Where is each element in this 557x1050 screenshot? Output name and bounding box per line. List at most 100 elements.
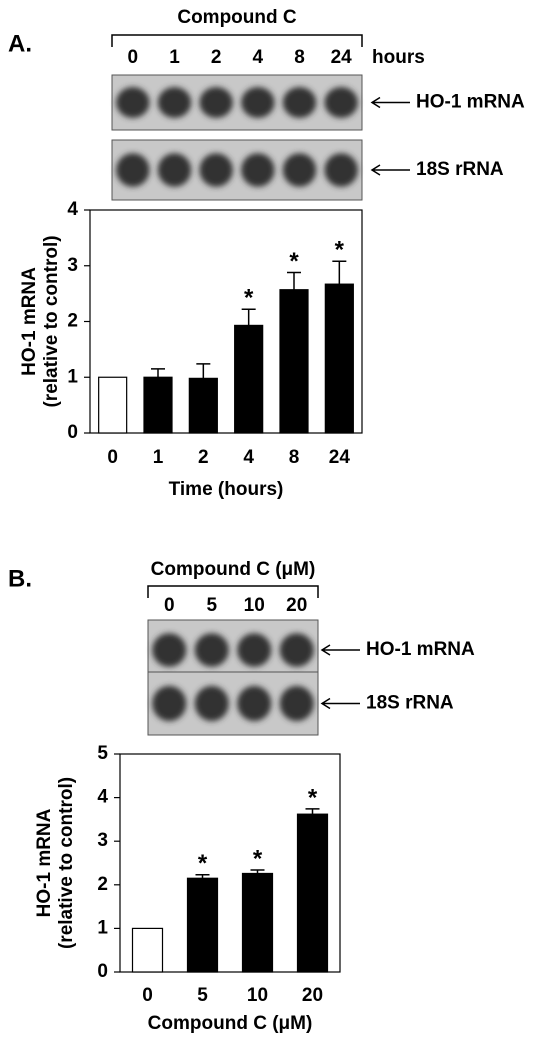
y-axis-label: (relative to control) (41, 235, 62, 407)
blot-band (199, 153, 233, 187)
blot-band (282, 153, 317, 187)
blot-band (237, 633, 272, 667)
x-tick-label: 1 (153, 447, 164, 468)
bracket (111, 34, 363, 47)
blot-band (199, 87, 233, 118)
error-bar (305, 808, 320, 815)
x-axis-label: Compound C (μM) (148, 1013, 313, 1034)
panel-label: B. (8, 565, 32, 592)
lane-label: 24 (331, 47, 353, 68)
y-tick-label: 3 (67, 255, 78, 276)
panel-label: A. (8, 30, 32, 57)
lane-label: 10 (244, 595, 265, 616)
blot-band (279, 633, 314, 667)
bracket (147, 585, 319, 598)
plot-frame (119, 753, 341, 973)
lane-label: 8 (294, 47, 305, 68)
band-label: HO-1 mRNA (416, 92, 525, 113)
arrow (320, 644, 360, 656)
blot-strip (111, 74, 363, 131)
y-tick-label: 0 (67, 422, 78, 443)
blot-band (324, 87, 358, 118)
significance-marker: * (289, 248, 299, 275)
x-tick-label: 2 (198, 447, 209, 468)
error-bar (332, 260, 347, 285)
y-tick-label: 5 (97, 743, 108, 764)
blot-band (152, 685, 187, 722)
y-tick-label: 1 (67, 366, 78, 387)
y-axis-label: (relative to control) (56, 777, 77, 949)
blot-band (241, 87, 275, 118)
blot-band (237, 685, 272, 722)
y-tick-label: 2 (97, 874, 108, 895)
y-tick-label: 0 (97, 961, 108, 982)
error-bar (195, 874, 210, 879)
blot-band (116, 87, 150, 118)
bar (98, 376, 128, 434)
bar (188, 377, 218, 434)
error-bar (241, 308, 256, 326)
blot-title: Compound C (177, 7, 297, 28)
blot-band (157, 153, 192, 187)
y-tick-label: 3 (97, 830, 108, 851)
blot-band (241, 153, 275, 187)
lane-label: 2 (211, 47, 222, 68)
blot-band (282, 87, 317, 118)
arrow (370, 164, 410, 176)
band-label: HO-1 mRNA (366, 639, 475, 660)
bar (279, 289, 309, 434)
y-tick-label: 4 (67, 199, 78, 220)
error-bar (250, 869, 265, 874)
bar (241, 872, 274, 973)
significance-marker: * (335, 237, 345, 264)
blot-band (194, 633, 229, 667)
y-tick-label: 1 (97, 917, 108, 938)
x-tick-label: 0 (142, 985, 153, 1006)
arrow (370, 96, 410, 109)
arrow (320, 697, 360, 710)
blot-band (324, 153, 358, 187)
blot-strip (111, 139, 363, 201)
lane-label: 1 (169, 47, 180, 68)
bar (296, 813, 329, 973)
y-axis-label: HO-1 mRNA (19, 267, 40, 376)
bar (186, 877, 219, 973)
error-bar (287, 271, 301, 290)
lane-label: 0 (128, 47, 139, 68)
significance-marker: * (253, 845, 263, 872)
significance-marker: * (308, 784, 318, 811)
x-tick-label: 0 (107, 447, 118, 468)
bar (131, 927, 164, 973)
y-axis-label: HO-1 mRNA (34, 808, 55, 917)
band-label: 18S rRNA (416, 159, 504, 180)
x-tick-label: 24 (329, 447, 351, 468)
x-tick-label: 10 (247, 985, 268, 1006)
lane-label: 20 (286, 595, 307, 616)
blot-band (157, 87, 192, 118)
lane-unit: hours (372, 47, 425, 68)
significance-marker: * (244, 285, 254, 312)
error-bar (151, 368, 165, 378)
x-tick-label: 4 (243, 447, 254, 468)
x-axis-label: Time (hours) (169, 479, 284, 500)
bar (234, 324, 264, 434)
error-bar (196, 363, 211, 379)
bar (324, 283, 354, 434)
y-tick-label: 4 (97, 787, 108, 808)
significance-marker: * (198, 850, 208, 877)
x-tick-label: 5 (197, 985, 208, 1006)
plot-frame (89, 209, 363, 434)
lane-label: 0 (164, 595, 175, 616)
y-tick-label: 2 (67, 311, 78, 332)
lane-label: 5 (206, 595, 217, 616)
blot-band (152, 633, 187, 667)
blot-title: Compound C (μM) (151, 559, 316, 580)
blot-band (116, 153, 150, 187)
blot-band (279, 685, 314, 722)
x-tick-label: 20 (302, 985, 323, 1006)
band-label: 18S rRNA (366, 693, 454, 714)
bar (143, 376, 173, 434)
blot-band (194, 685, 229, 722)
x-tick-label: 8 (289, 447, 300, 468)
